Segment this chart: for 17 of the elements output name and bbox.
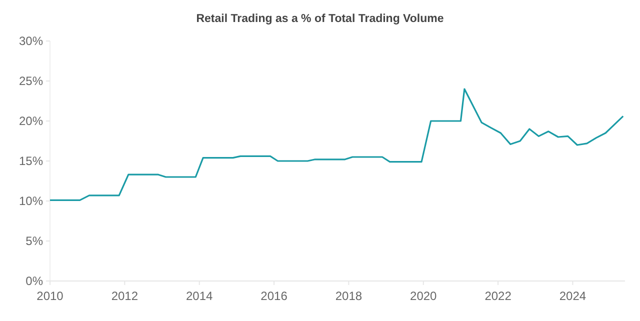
y-tick-label: 25% <box>18 74 44 88</box>
chart-title: Retail Trading as a % of Total Trading Volume <box>196 13 444 25</box>
y-tick-label: 5% <box>26 234 44 248</box>
y-tick-label: 10% <box>18 194 44 208</box>
x-tick-label: 2016 <box>260 289 288 303</box>
x-tick-label: 2010 <box>36 289 64 303</box>
y-tick-label: 20% <box>18 114 44 128</box>
x-tick-label: 2024 <box>559 289 586 303</box>
x-tick-label: 2014 <box>186 289 214 303</box>
x-tick-label: 2022 <box>484 289 512 303</box>
x-tick-label: 2012 <box>111 289 138 303</box>
y-tick-label: 0% <box>26 274 44 288</box>
y-tick-label: 30% <box>18 34 44 48</box>
line-series <box>49 88 624 201</box>
x-tick-label: 2018 <box>335 289 362 303</box>
x-tick-label: 2020 <box>410 289 438 303</box>
y-tick-label: 15% <box>18 154 44 168</box>
